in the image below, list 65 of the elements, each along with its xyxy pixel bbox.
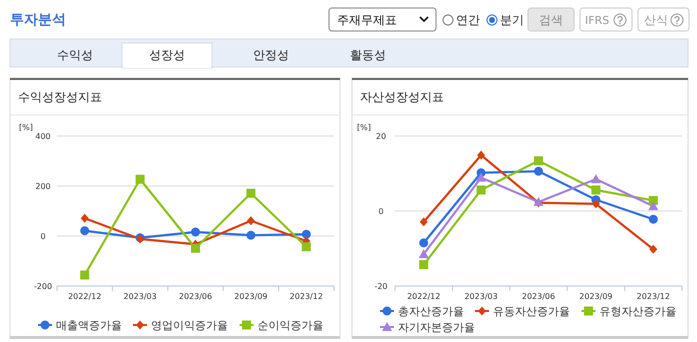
x-tick-label: 2023/06 <box>178 292 212 301</box>
point <box>136 174 145 184</box>
x-tick-label: 2023/09 <box>579 292 613 301</box>
y-axis-title: [%] <box>357 123 371 132</box>
y-tick-label: -20 <box>374 282 388 291</box>
y-tick-label: 400 <box>35 132 51 141</box>
text: 활동성 <box>350 48 386 62</box>
point <box>591 186 600 194</box>
point <box>418 249 429 258</box>
point <box>191 228 200 236</box>
legend-label: 매출액증가율 <box>56 319 122 332</box>
point <box>648 201 658 210</box>
x-tick-label: 2023/03 <box>123 292 157 301</box>
y-tick-label: 0 <box>40 232 46 241</box>
point <box>302 242 311 252</box>
point <box>246 216 255 226</box>
text: 안정성 <box>253 48 289 62</box>
point <box>419 260 428 270</box>
chart-title: 자산성장성지표 <box>360 90 444 104</box>
y-tick-label: 20 <box>376 132 386 141</box>
point <box>246 230 256 240</box>
legend-label: 영업이익증가율 <box>151 319 228 332</box>
point <box>592 199 600 208</box>
point <box>80 214 89 223</box>
point <box>420 217 428 226</box>
point <box>246 188 256 198</box>
text: 연간 <box>456 13 480 27</box>
x-tick-label: 2023/06 <box>522 292 556 301</box>
legend-label: 총자산증가율 <box>398 305 464 318</box>
legend-label: 유형자산증가율 <box>600 305 676 318</box>
point <box>302 230 311 239</box>
point <box>649 244 658 254</box>
point <box>191 244 200 253</box>
point <box>534 166 543 176</box>
legend-label: 순이익증가율 <box>258 319 324 332</box>
text: 성장성 <box>149 48 185 62</box>
point <box>419 238 428 248</box>
chart-title: 수익성장성지표 <box>18 90 102 104</box>
point <box>80 226 90 236</box>
point <box>476 172 486 182</box>
y-tick-label: 200 <box>35 182 51 191</box>
text: 수익성 <box>57 48 93 62</box>
text: 검색 <box>539 13 563 27</box>
point <box>590 174 601 184</box>
x-tick-label: 2023/12 <box>290 292 323 301</box>
text: 분기 <box>500 13 524 27</box>
point <box>534 156 543 166</box>
text: 투자분석 <box>10 12 66 28</box>
x-tick-label: 2023/03 <box>464 292 498 301</box>
x-tick-label: 2023/09 <box>234 292 268 301</box>
text: 산식 <box>644 13 668 27</box>
text: IFRS <box>585 14 610 27</box>
y-axis-title: [%] <box>19 123 33 132</box>
x-tick-label: 2022/12 <box>407 292 440 301</box>
point <box>477 150 486 160</box>
x-tick-label: 2022/12 <box>68 292 102 301</box>
legend-label: 자기자본증가율 <box>398 321 475 334</box>
x-tick-label: 2023/12 <box>636 292 670 301</box>
point <box>648 214 658 224</box>
point <box>476 186 486 194</box>
legend-label: 유동자산증가율 <box>493 305 570 318</box>
y-tick-label: 0 <box>378 207 384 216</box>
y-tick-label: -200 <box>34 282 52 291</box>
text: 주재무제표 <box>337 13 397 27</box>
point <box>80 270 90 280</box>
